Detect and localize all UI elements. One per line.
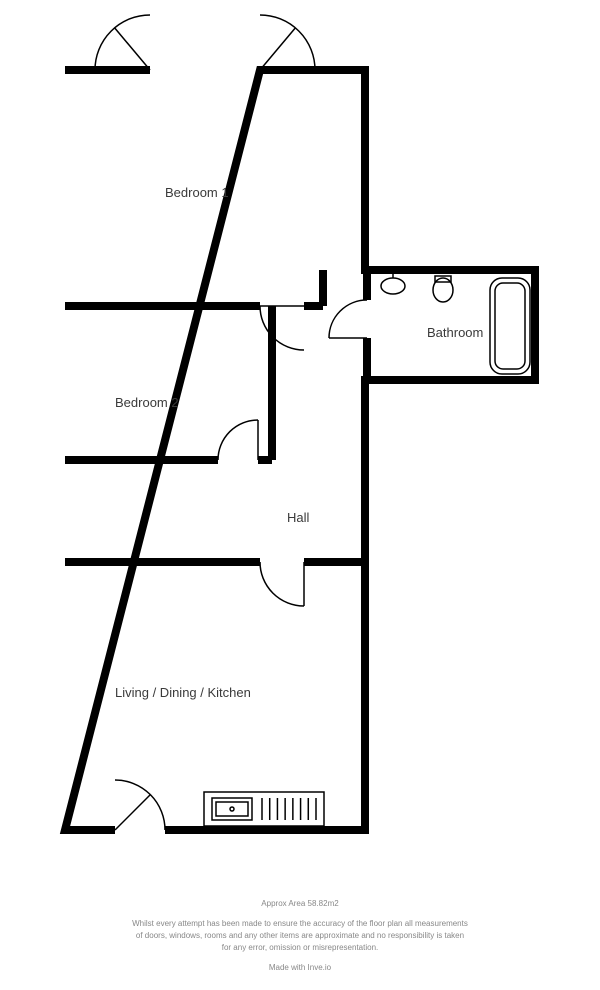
floorplan-svg — [0, 0, 600, 990]
footer-credit: Made with Inve.io — [0, 962, 600, 975]
footer-disclaimer-3: for any error, omission or misrepresenta… — [0, 942, 600, 955]
label-living: Living / Dining / Kitchen — [115, 685, 251, 700]
label-hall: Hall — [287, 510, 309, 525]
footer-disclaimer-1: Whilst every attempt has been made to en… — [0, 918, 600, 931]
label-bedroom1: Bedroom 1 — [165, 185, 229, 200]
floorplan-canvas: Bedroom 1 Bedroom 2 Bathroom Hall Living… — [0, 0, 600, 990]
footer-area: Approx Area 58.82m2 — [0, 898, 600, 911]
label-bedroom2: Bedroom 2 — [115, 395, 179, 410]
footer-disclaimer-2: of doors, windows, rooms and any other i… — [0, 930, 600, 943]
label-bathroom: Bathroom — [427, 325, 483, 340]
